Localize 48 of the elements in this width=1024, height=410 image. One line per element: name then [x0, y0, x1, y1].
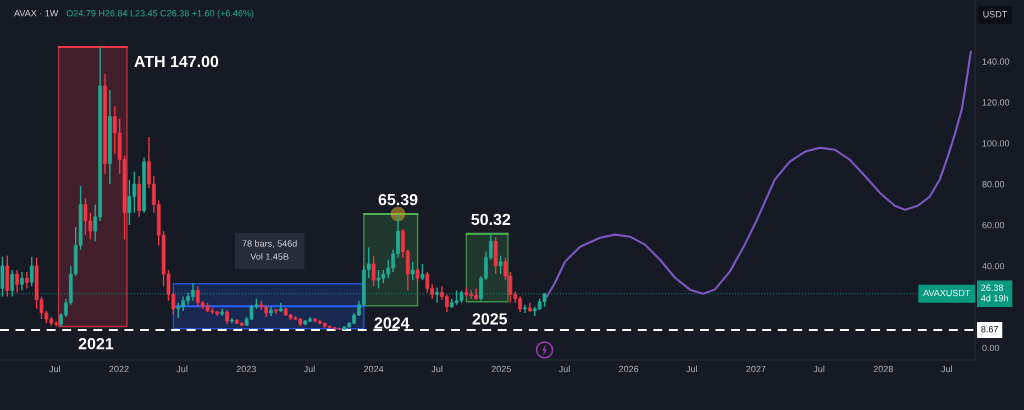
candlestick [29, 256, 34, 288]
candlestick [15, 269, 19, 294]
x-tick-label: 2024 [364, 365, 384, 373]
candlestick [435, 286, 439, 304]
annotation: ATH 147.00 [134, 55, 219, 68]
annotation: AVAXUSDT [923, 289, 971, 297]
annotation: 2024 [374, 317, 410, 329]
x-tick-label: 2023 [236, 365, 256, 373]
y-tick-label: 60.00 [982, 221, 1005, 229]
candlestick [371, 254, 376, 288]
x-tick-label: 2028 [873, 365, 893, 373]
x-tick-label: Jul [176, 365, 188, 373]
x-tick-label: Jul [686, 365, 697, 373]
candlestick [20, 271, 24, 292]
y-tick-label: 0.00 [982, 344, 1000, 352]
y-axis-title: USDT [983, 11, 1008, 18]
y-tick-label: 80.00 [982, 181, 1005, 188]
x-tick-label: 2026 [619, 365, 639, 373]
ref-line-label: 26.38 4d 19h [981, 284, 1008, 302]
candlestick [498, 254, 503, 275]
candlestick [25, 271, 29, 290]
x-tick-label: 2025 [491, 365, 511, 373]
annotation: 2025 [472, 313, 508, 325]
y-tick-label: 40.00 [982, 262, 1005, 270]
text: O24.79 H26.84 L23.45 C26.38 +1.60 (+6.46%) [66, 9, 254, 19]
y-tick-label: 140.00 [982, 58, 1010, 65]
candlestick [523, 304, 527, 314]
candlestick [127, 179, 132, 226]
candlestick [10, 269, 15, 298]
x-tick-label: 2027 [746, 365, 766, 373]
annotation: 78 bars, 546d Vol 1.45B [242, 240, 297, 260]
y-tick-label: 100.00 [982, 140, 1010, 147]
candlestick [0, 256, 5, 298]
x-tick-label: Jul [303, 365, 315, 373]
text: AVAX · 1W [14, 10, 59, 17]
candlestick [410, 261, 415, 281]
annotation: 50.32 [471, 213, 511, 226]
x-tick-label: Jul [813, 365, 825, 373]
y-tick-label: 120.00 [982, 99, 1010, 106]
annotation: 65.39 [378, 193, 418, 206]
candlestick [425, 271, 430, 294]
x-tick-label: Jul [558, 365, 570, 373]
x-tick-label: Jul [941, 365, 952, 373]
ref-line-label: 8.67 [981, 326, 998, 333]
annotation: 2021 [78, 337, 114, 350]
x-tick-label: Jul [431, 365, 443, 373]
x-tick-label: 2022 [109, 365, 129, 373]
x-tick-label: Jul [49, 365, 60, 373]
